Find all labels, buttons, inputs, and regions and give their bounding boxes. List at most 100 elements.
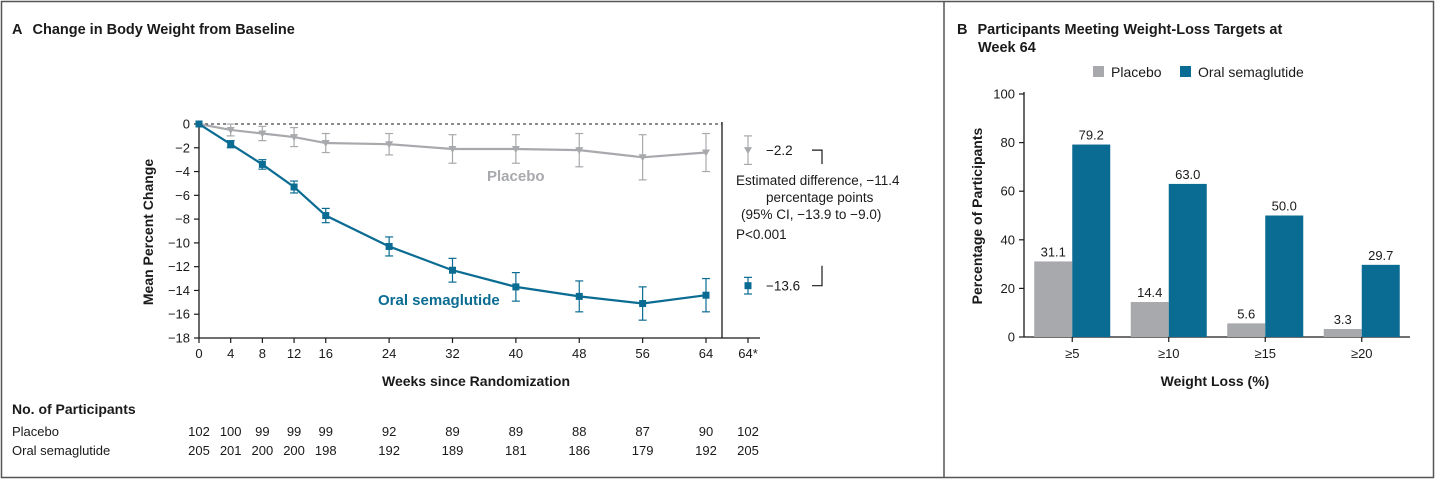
semaglutide-legend-swatch: [1180, 66, 1191, 77]
panel-a-x-tick-label: 8: [259, 346, 266, 361]
placebo-endpoint-point: [744, 147, 752, 155]
placebo-point: [702, 149, 710, 157]
panel-a-y-tick-label: −12: [168, 259, 190, 274]
participant-count: 192: [695, 443, 717, 458]
panel-b-x-axis-label: Weight Loss (%): [1161, 373, 1270, 389]
participant-count: 179: [632, 443, 654, 458]
participant-count: 88: [572, 424, 586, 439]
panel-a-y-tick-label: −14: [168, 283, 190, 298]
panel-b: B Participants Meeting Weight-Loss Target…: [957, 22, 1410, 389]
panel-a-title: Change in Body Weight from Baseline: [32, 22, 294, 38]
participant-count: 192: [378, 443, 400, 458]
participant-count: 205: [188, 443, 210, 458]
panel-a-y-tick-label: −16: [168, 307, 190, 322]
semaglutide-bar: [1168, 183, 1207, 337]
difference-annotation-line4: P<0.001: [736, 227, 787, 242]
panel-a-x-axis-label: Weeks since Randomization: [382, 373, 570, 389]
participants-row-label-semaglutide: Oral semaglutide: [12, 443, 110, 458]
participant-count: 205: [737, 443, 759, 458]
placebo-bar-value-label: 14.4: [1137, 285, 1162, 300]
panel-a: A Change in Body Weight from Baseline 0 −2…: [12, 22, 900, 458]
semaglutide-point: [702, 291, 710, 299]
panel-a-y-tick-label: 0: [183, 117, 190, 132]
semaglutide-series-label: Oral semaglutide: [378, 292, 500, 309]
placebo-point: [321, 140, 330, 148]
panel-b-y-axis-label: Percentage of Participants: [969, 127, 985, 304]
participant-count: 198: [315, 443, 337, 458]
placebo-bar: [1227, 323, 1266, 337]
participants-heading: No. of Participants: [12, 401, 136, 417]
panel-a-y-tick-label: −10: [168, 235, 190, 250]
panel-a-letter: A: [12, 22, 23, 38]
semaglutide-bar-value-label: 63.0: [1175, 167, 1200, 182]
panel-a-y-tick-label: −6: [175, 188, 190, 203]
panel-b-x-tick-label: ≥20: [1351, 346, 1373, 361]
panel-b-y-tick-label: 40: [1001, 232, 1015, 247]
difference-bracket-bottom: [812, 265, 823, 287]
panel-a-x-tick-label: 24: [382, 346, 396, 361]
semaglutide-point: [227, 140, 235, 148]
panel-a-x-tick-label: 40: [509, 346, 523, 361]
panel-a-x-tick-label: 12: [287, 346, 301, 361]
panel-b-letter: B: [957, 22, 967, 38]
panel-a-y-tick-label: −18: [168, 331, 190, 346]
participant-count: 201: [220, 443, 242, 458]
panel-b-y-tick-label: 60: [1001, 184, 1015, 199]
semaglutide-legend-label: Oral semaglutide: [1198, 64, 1304, 80]
difference-annotation-line3: (95% CI, −13.9 to −9.0): [741, 207, 881, 222]
panel-a-y-tick-label: −4: [175, 164, 190, 179]
semaglutide-point: [290, 183, 298, 191]
placebo-bar-value-label: 3.3: [1334, 312, 1352, 327]
placebo-point: [511, 145, 520, 153]
placebo-point: [258, 130, 267, 138]
panel-a-x-tick-label: 32: [445, 346, 459, 361]
semaglutide-bar-value-label: 50.0: [1272, 199, 1297, 214]
placebo-bar-value-label: 31.1: [1041, 244, 1066, 259]
panel-b-x-tick-label: ≥5: [1065, 346, 1079, 361]
participant-count: 189: [442, 443, 464, 458]
difference-annotation-line1: Estimated difference, −11.4: [736, 173, 900, 188]
placebo-bar: [1130, 302, 1169, 337]
placebo-point: [575, 147, 584, 155]
participant-count: 100: [220, 424, 242, 439]
participant-count: 89: [445, 424, 459, 439]
placebo-legend-swatch: [1093, 66, 1104, 77]
panel-b-title-line2: Week 64: [978, 40, 1036, 56]
semaglutide-point: [258, 160, 266, 168]
participant-count: 102: [188, 424, 210, 439]
panel-b-y-tick-label: 100: [993, 87, 1015, 102]
participants-row-label-placebo: Placebo: [12, 424, 59, 439]
semaglutide-point: [322, 212, 330, 220]
semaglutide-endpoint-label: −13.6: [766, 279, 800, 294]
participant-count: 186: [568, 443, 590, 458]
placebo-bar: [1034, 261, 1073, 337]
panel-a-x-tick-label: 48: [572, 346, 586, 361]
placebo-series-label: Placebo: [487, 168, 545, 185]
semaglutide-point: [575, 292, 583, 300]
panel-a-y-tick-label: −2: [175, 140, 190, 155]
placebo-point: [385, 141, 394, 149]
semaglutide-endpoint-point: [744, 282, 752, 290]
difference-annotation-line2: percentage points: [766, 190, 874, 205]
placebo-point: [226, 126, 235, 134]
semaglutide-bar: [1361, 264, 1400, 337]
participant-count: 92: [382, 424, 396, 439]
participant-count: 200: [252, 443, 274, 458]
panel-b-plot-area: 0 20 40 60 80 100 ≥5 31.1 79.2 ≥10 14.4 63.0 ≥15 5.6 5…: [993, 64, 1410, 361]
semaglutide-point: [195, 120, 203, 128]
semaglutide-bar-value-label: 79.2: [1079, 128, 1104, 143]
placebo-point: [638, 154, 647, 162]
panel-b-x-tick-label: ≥10: [1158, 346, 1180, 361]
semaglutide-point: [449, 266, 456, 274]
panel-a-y-tick-label: −8: [175, 212, 190, 227]
placebo-bar: [1323, 328, 1362, 337]
placebo-endpoint-label: −2.2: [766, 143, 793, 158]
participant-count: 102: [737, 424, 759, 439]
participant-count: 99: [319, 424, 333, 439]
participant-count: 90: [699, 424, 713, 439]
participant-count: 89: [509, 424, 523, 439]
